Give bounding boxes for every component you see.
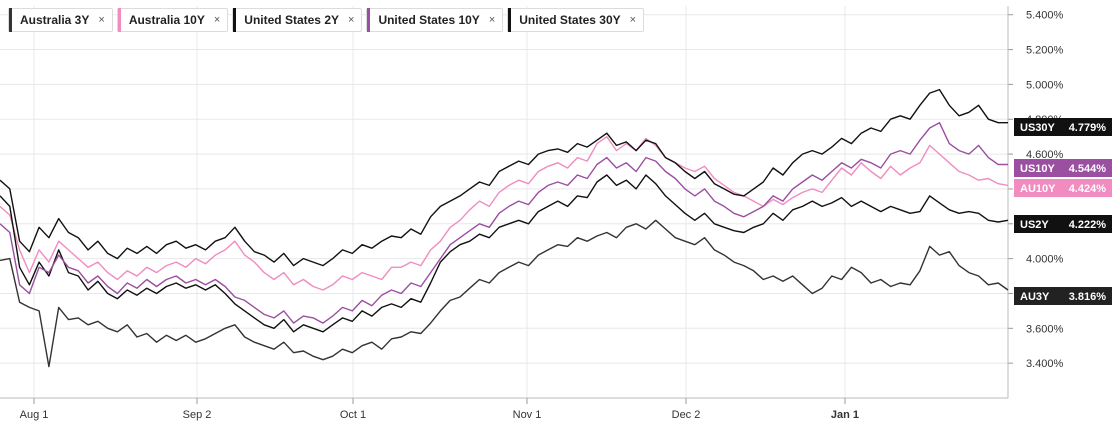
series-line-au10y [0,135,1009,291]
series-line-us2y [0,174,1009,333]
legend-swatch [508,8,512,32]
series-line-au3y [0,219,1009,368]
close-icon[interactable]: × [213,14,221,26]
y-tick-label: 4.600% [1026,149,1064,161]
end-label-tag: AU10Y [1020,183,1056,195]
y-tick-label: 4.000% [1026,254,1064,266]
y-tick-label: 3.400% [1026,358,1064,370]
legend-swatch [367,8,371,32]
x-tick-label: Oct 1 [340,409,366,421]
end-label-box [1014,287,1112,305]
end-label-value: 4.544% [1069,163,1107,175]
end-label-value: 4.424% [1069,183,1107,195]
end-label-box [1014,215,1112,233]
x-tick-label: Aug 1 [20,409,49,421]
series-line-us30y [0,88,1008,267]
axes: 3.400%3.600%3.800%4.000%4.200%4.400%4.60… [0,6,1064,421]
legend-label: United States 30Y [519,13,621,27]
end-label-box [1014,118,1112,136]
legend-chip-us-2y[interactable]: United States 2Y × [232,8,363,32]
end-label-tag: AU3Y [1020,291,1050,303]
legend-swatch [233,8,237,32]
end-label-us30y: US30Y 4.779% [1014,118,1112,136]
close-icon[interactable]: × [488,14,496,26]
x-tick-label: Sep 2 [183,409,212,421]
y-tick-label: 3.600% [1026,323,1064,335]
series-lines [0,88,1009,368]
end-label-value: 3.816% [1069,291,1107,303]
y-tick-label: 5.000% [1026,79,1064,91]
end-label-tag: US10Y [1020,163,1056,175]
end-label-value: 4.779% [1069,122,1107,134]
y-tick-label: 5.200% [1026,45,1064,57]
end-label-us10y: US10Y 4.544% [1014,159,1112,177]
end-label-tag: US30Y [1020,122,1056,134]
legend-swatch [9,8,12,32]
end-label-us2y: US2Y 4.222% [1014,215,1112,233]
close-icon[interactable]: × [629,14,637,26]
x-tick-label: Dec 2 [672,409,701,421]
legend-label: Australia 3Y [20,13,90,27]
legend-swatch [117,8,121,32]
close-icon[interactable]: × [98,14,105,26]
y-tick-label: 5.400% [1026,10,1064,22]
legend-chip-us-10y[interactable]: United States 10Y × [366,8,504,32]
legend-label: United States 10Y [378,13,480,27]
legend-label: United States 2Y [244,13,339,27]
end-label-au10y: AU10Y 4.424% [1014,179,1112,197]
grid [0,6,1008,398]
x-tick-label: Jan 1 [831,409,859,421]
x-tick-label: Nov 1 [513,409,542,421]
legend: Australia 3Y × Australia 10Y × United St… [8,8,645,32]
legend-chip-us-30y[interactable]: United States 30Y × [507,8,645,32]
legend-chip-australia-10y[interactable]: Australia 10Y × [116,8,229,32]
end-label-au3y: AU3Y 3.816% [1014,287,1112,305]
close-icon[interactable]: × [348,14,355,26]
end-label-tag: US2Y [1020,219,1049,231]
legend-chip-australia-3y[interactable]: Australia 3Y × [8,8,113,32]
legend-label: Australia 10Y [128,13,205,27]
end-label-box [1014,159,1112,177]
end-label-box [1014,179,1112,197]
end-label-value: 4.222% [1069,219,1107,231]
series-line-us10y [0,121,1008,324]
end-labels: AU3Y 3.816% AU10Y 4.424% US2Y 4.222% US10Y 4.54… [1014,118,1112,305]
